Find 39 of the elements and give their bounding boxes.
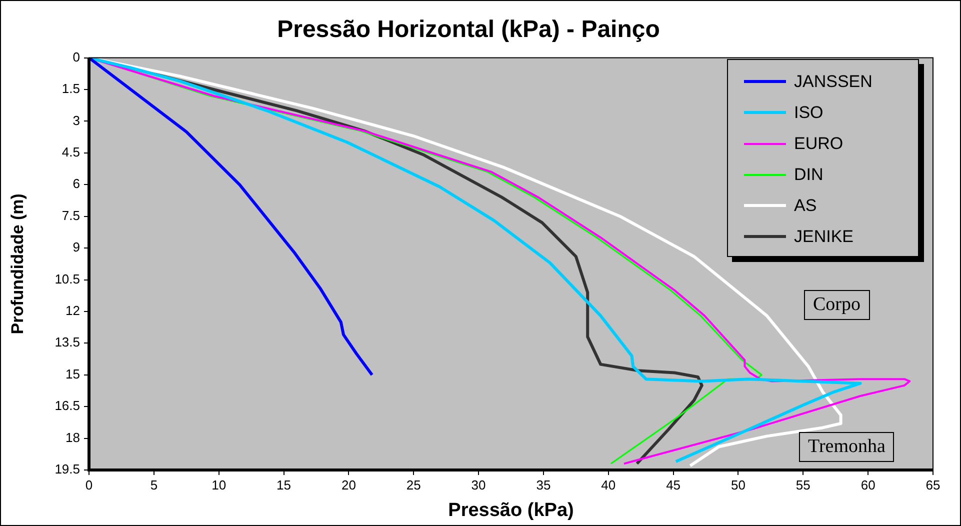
- y-tick-label: 13.5: [54, 334, 80, 350]
- y-tick-label: 4.5: [62, 144, 80, 160]
- x-tick-label: 35: [536, 477, 551, 492]
- x-axis-title: Pressão (kPa): [448, 500, 574, 521]
- annotation: Corpo: [804, 290, 870, 320]
- x-tick-label: 60: [860, 477, 876, 492]
- x-tick-label: 50: [730, 477, 746, 492]
- x-tick-label: 65: [926, 477, 940, 492]
- x-tick-label: 40: [601, 477, 616, 492]
- legend-label: DIN: [794, 164, 824, 184]
- y-tick-label: 10.5: [54, 271, 80, 286]
- legend-label: JANSSEN: [794, 72, 872, 92]
- y-tick-label: 16.5: [54, 398, 80, 414]
- y-tick-label: 0: [72, 49, 80, 64]
- legend-label: JENIKE: [794, 226, 854, 246]
- y-axis-title: Profundidade (m): [8, 194, 27, 334]
- y-tick-label: 7.5: [62, 208, 80, 223]
- legend-label: AS: [794, 196, 817, 216]
- y-tick-label: 3: [72, 112, 80, 128]
- x-tick-label: 55: [796, 477, 810, 492]
- x-tick-label: 25: [406, 477, 421, 492]
- y-tick-label: 15: [66, 366, 80, 382]
- chart-title: Pressão Horizontal (kPa) - Painço: [277, 16, 660, 44]
- x-tick-label: 10: [212, 477, 226, 492]
- y-tick-label: 6: [72, 176, 80, 192]
- legend-label: ISO: [794, 102, 824, 122]
- x-tick-label: 20: [341, 477, 356, 492]
- y-tick-label: 9: [72, 240, 80, 255]
- annotation: Tremonha: [799, 432, 894, 462]
- legend-label: EURO: [794, 134, 844, 154]
- x-tick-label: 0: [85, 477, 93, 492]
- y-tick-label: 19.5: [54, 462, 80, 477]
- y-tick-label: 1.5: [62, 81, 80, 96]
- x-tick-label: 5: [150, 477, 158, 492]
- x-tick-label: 15: [276, 477, 292, 492]
- x-tick-label: 30: [471, 477, 486, 492]
- y-tick-label: 18: [66, 430, 80, 445]
- y-tick-label: 12: [66, 303, 80, 318]
- x-tick-label: 45: [666, 477, 681, 492]
